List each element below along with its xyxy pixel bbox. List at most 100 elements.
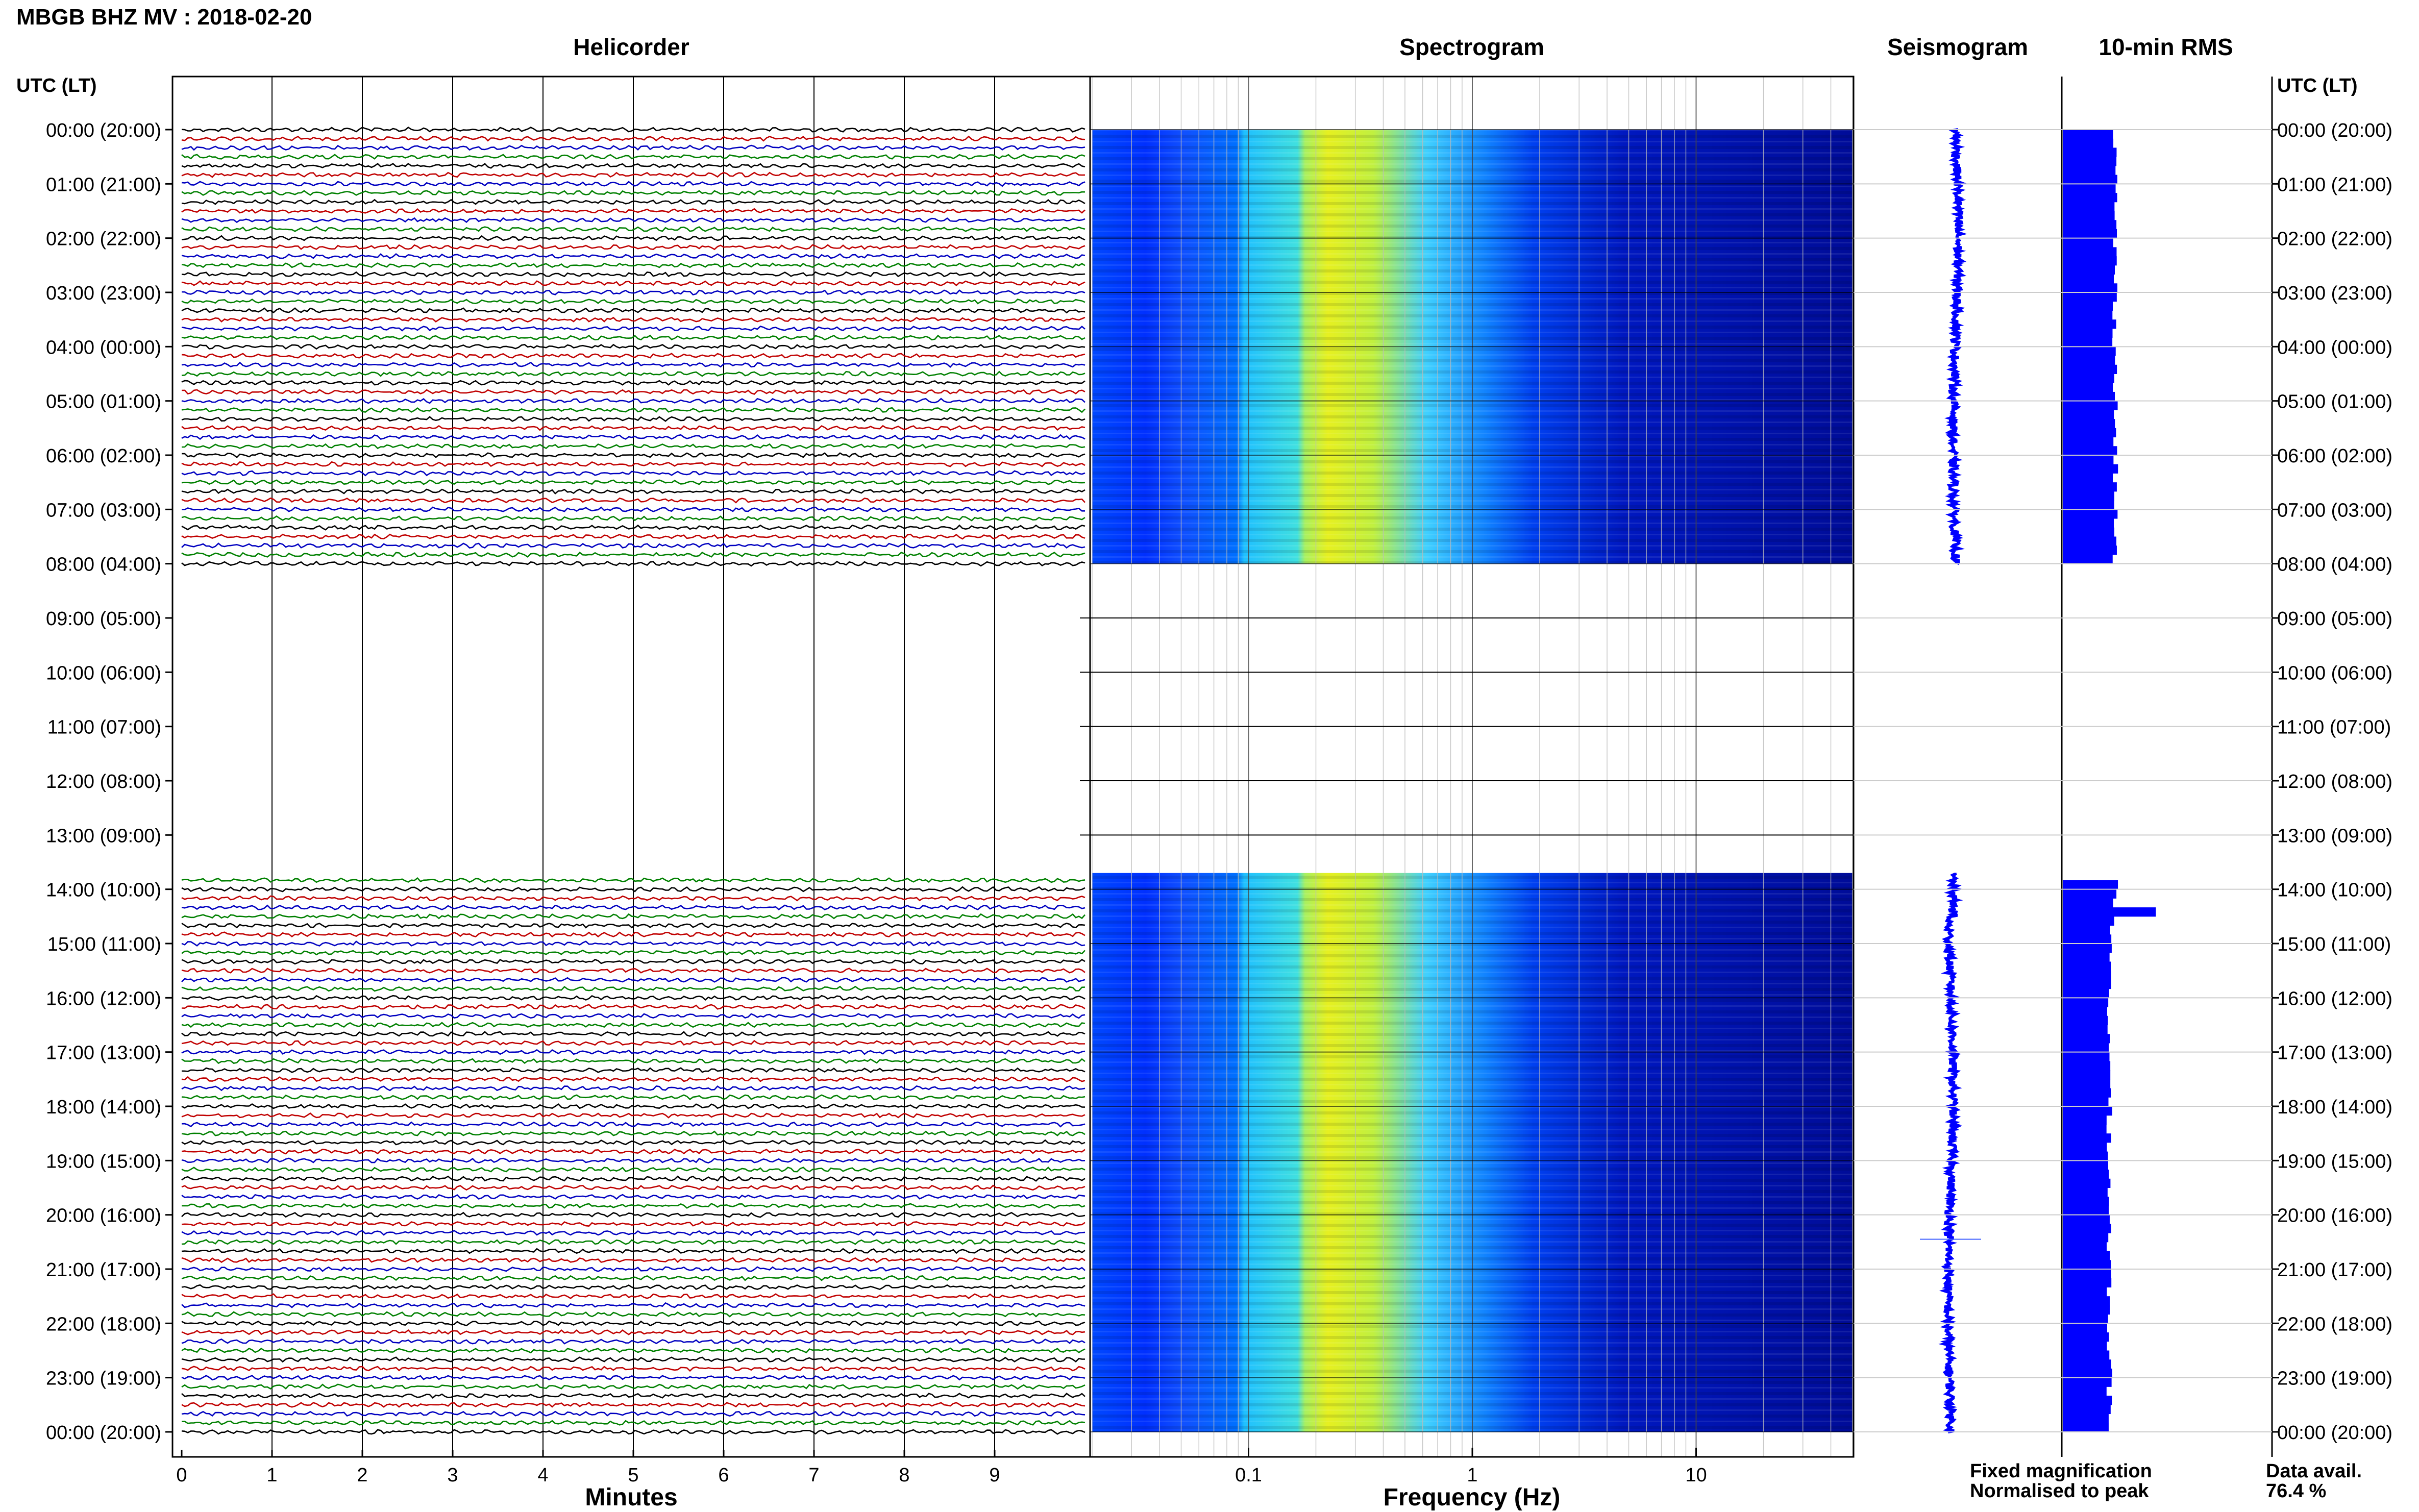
seismogram-panel <box>1853 77 1981 1457</box>
rms-bar <box>2063 464 2118 474</box>
helicorder-trace <box>181 1302 1085 1308</box>
rms-bar <box>2063 337 2113 347</box>
helicorder-trace <box>181 1429 1085 1435</box>
helicorder-trace <box>181 542 1085 549</box>
helicorder-trace <box>181 398 1085 404</box>
helicorder-x-tick-label: 1 <box>266 1465 277 1486</box>
helicorder-panel <box>171 76 1091 1458</box>
helicorder-trace <box>181 144 1085 151</box>
time-label-right: 00:00 (20:00) <box>2277 120 2392 141</box>
helicorder-trace <box>181 1238 1085 1245</box>
time-labels-right: 00:00 (20:00) 01:00 (21:00) 02:00 (22:00) 0… <box>2272 120 2392 1444</box>
rms-panel <box>2061 77 2273 1457</box>
time-label-left: 22:00 (18:00) <box>46 1313 161 1335</box>
helicorder-x-tick-label: 3 <box>447 1465 458 1486</box>
rms-bar <box>2063 1368 2112 1378</box>
rms-bar <box>2063 1061 2111 1071</box>
helicorder-trace <box>181 1058 1085 1064</box>
rms-bar <box>2063 1007 2107 1017</box>
helicorder-trace <box>181 289 1085 295</box>
rms-bar <box>2063 1251 2110 1260</box>
rms-bar <box>2063 1088 2111 1098</box>
rms-bar <box>2063 147 2117 157</box>
rms-bar <box>2063 1323 2107 1333</box>
helicorder-trace <box>181 217 1085 224</box>
helicorder-trace <box>181 886 1085 893</box>
rms-bar <box>2063 193 2117 203</box>
legend-normalised-to-peak: Normalised to peak <box>1970 1480 2149 1502</box>
time-label-right: 13:00 (09:00) <box>2277 825 2392 847</box>
helicorder-trace <box>181 1311 1085 1318</box>
rms-bar <box>2063 1124 2107 1134</box>
helicorder-trace <box>181 1039 1085 1046</box>
helicorder-trace <box>181 1194 1085 1200</box>
rms-bar <box>2063 1359 2111 1369</box>
rms-bar <box>2063 1025 2108 1034</box>
rms-bar <box>2063 391 2115 402</box>
helicorder-trace <box>181 1076 1085 1082</box>
rms-bar <box>2063 1015 2108 1025</box>
helicorder-trace <box>181 1139 1085 1146</box>
helicorder-trace <box>181 1130 1085 1136</box>
time-label-right: 05:00 (01:00) <box>2277 391 2392 413</box>
helicorder-trace <box>181 1293 1085 1299</box>
helicorder-trace <box>181 1284 1085 1291</box>
rms-bar <box>2063 979 2111 989</box>
helicorder-trace <box>181 995 1085 1001</box>
seismogram-trace <box>1938 872 1963 1433</box>
time-label-right: 19:00 (15:00) <box>2277 1151 2392 1172</box>
helicorder-trace <box>181 343 1085 350</box>
time-label-left: 13:00 (09:00) <box>46 825 161 847</box>
rms-bar <box>2063 1170 2109 1179</box>
time-label-left: 17:00 (13:00) <box>46 1043 161 1064</box>
helicorder-trace <box>182 1203 1085 1209</box>
spectrogram-x-tick-label: 1 <box>1467 1465 1477 1486</box>
helicorder-trace <box>181 208 1085 214</box>
helicorder-trace <box>181 551 1085 558</box>
rms-bar <box>2063 265 2115 275</box>
helicorder-trace <box>181 1266 1085 1272</box>
spectrogram-x-tick-label: 10 <box>1685 1465 1707 1486</box>
rms-bar <box>2063 1205 2109 1216</box>
helicorder-trace <box>181 244 1085 251</box>
helicorder-trace <box>181 931 1085 938</box>
rms-bar <box>2063 925 2110 935</box>
panel-title-seismogram: Seismogram <box>1887 34 2028 60</box>
helicorder-trace <box>181 1022 1085 1028</box>
helicorder-trace <box>181 271 1085 278</box>
time-label-left: 09:00 (05:00) <box>46 608 161 630</box>
time-labels-left: 00:00 (20:00) 01:00 (21:00) 02:00 (22:00) 0… <box>46 120 2272 1444</box>
rms-bar <box>2063 527 2114 537</box>
rms-bar <box>2063 1305 2110 1315</box>
helicorder-trace <box>181 913 1085 920</box>
rms-bar <box>2063 1242 2107 1252</box>
time-label-right: 20:00 (16:00) <box>2277 1205 2392 1227</box>
rms-bar <box>2063 907 2156 917</box>
time-label-right: 09:00 (05:00) <box>2277 608 2392 630</box>
rms-bar <box>2063 1287 2107 1297</box>
helicorder-trace <box>181 199 1085 205</box>
spectrogram-x-axis: 0.1 1 10 <box>1235 1448 1707 1486</box>
helicorder-x-tick-label: 7 <box>808 1465 819 1486</box>
rms-bar <box>2063 1278 2112 1287</box>
helicorder-trace <box>181 1157 1085 1164</box>
rms-bar <box>2063 1296 2110 1306</box>
helicorder-trace <box>181 1257 1085 1263</box>
rms-bar <box>2063 1341 2107 1351</box>
rms-bar <box>2063 1043 2109 1053</box>
rms-bar <box>2063 383 2113 392</box>
rms-bar <box>2063 1106 2112 1116</box>
helicorder-trace <box>181 1383 1085 1390</box>
helicorder-trace <box>181 1221 1085 1227</box>
rms-bar <box>2063 491 2114 501</box>
helicorder-x-tick-label: 9 <box>989 1465 1000 1486</box>
helicorder-trace <box>181 307 1085 314</box>
rms-bar <box>2063 401 2118 410</box>
rms-bar <box>2063 988 2109 998</box>
rms-bar <box>2063 364 2117 374</box>
rms-bar <box>2063 410 2114 419</box>
helicorder-trace <box>181 488 1085 495</box>
helicorder-trace <box>181 334 1085 341</box>
helicorder-trace <box>181 940 1085 947</box>
helicorder-trace <box>181 1049 1085 1055</box>
